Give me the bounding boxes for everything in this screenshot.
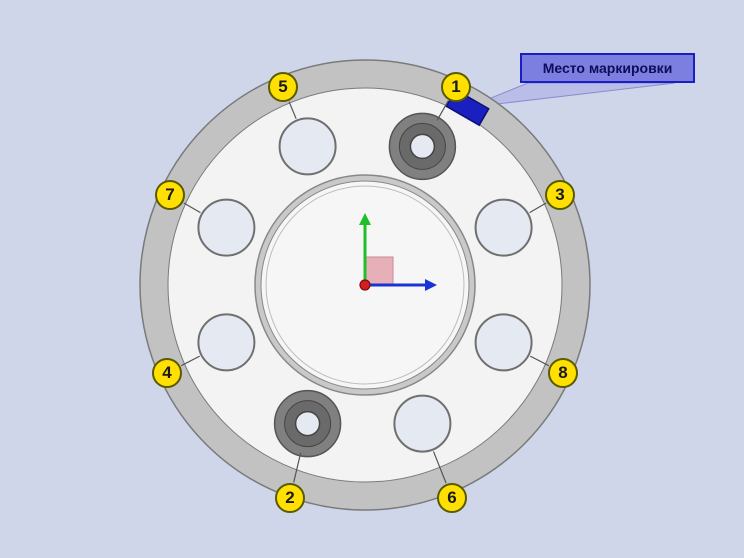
axes-square-icon [365,257,393,285]
hole-8 [476,314,532,370]
hole-4 [198,314,254,370]
hole-label-1: 1 [441,72,471,102]
hole-7 [198,200,254,256]
marker-callout-text: Место маркировки [543,60,673,76]
hole-label-4: 4 [152,358,182,388]
hole-5 [280,118,336,174]
hole-3 [476,200,532,256]
hole-label-5: 5 [268,72,298,102]
hole-bushing-bore-2 [296,412,320,436]
hole-label-6: 6 [437,483,467,513]
hole-label-8: 8 [548,358,578,388]
hole-6 [394,396,450,452]
hole-label-7: 7 [155,180,185,210]
origin-dot-icon [360,280,370,290]
diagram-svg [0,0,744,558]
hole-label-3: 3 [545,180,575,210]
hole-bushing-bore-1 [410,134,434,158]
hole-label-2: 2 [275,483,305,513]
marker-callout-box: Место маркировки [520,53,695,83]
